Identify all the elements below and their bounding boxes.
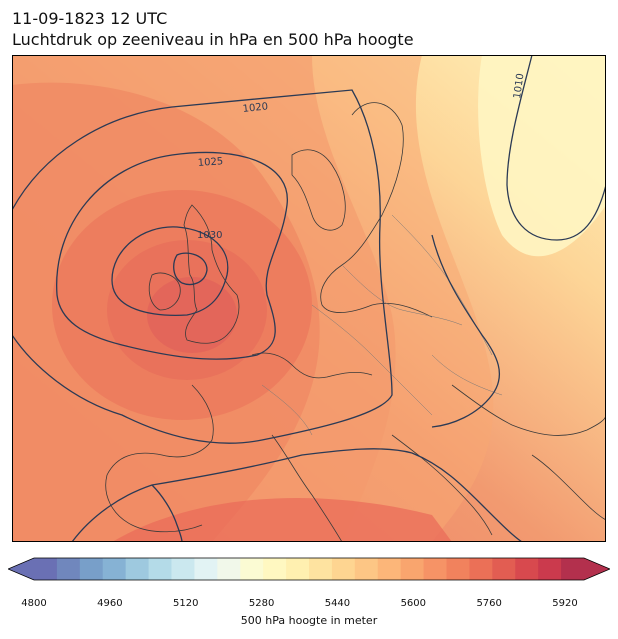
colorbar-cell: [446, 558, 470, 580]
map-datetime: 11-09-1823 12 UTC: [12, 9, 168, 28]
map-title: Luchtdruk op zeeniveau in hPa en 500 hPa…: [12, 30, 414, 49]
isobar-east: [431, 234, 501, 428]
isobar-label: 1020: [242, 101, 268, 115]
colorbar-label: 500 hPa hoogte in meter: [240, 614, 378, 627]
colorbar-cell: [400, 558, 425, 580]
isobar-south: [71, 448, 523, 542]
colorbar-cell: [354, 558, 379, 580]
colorbar-cell: [423, 558, 447, 580]
isobar-label: 1030: [197, 230, 222, 241]
colorbar-cell: [171, 558, 195, 580]
colorbar-cell: [561, 558, 585, 580]
colorbar-cell: [194, 558, 218, 580]
colorbar-cell: [309, 558, 333, 580]
colorbar-cell: [331, 558, 356, 580]
isobar-1025: [56, 151, 288, 360]
colorbar-cell: [538, 558, 562, 580]
colorbar-cell: [79, 558, 104, 580]
height-band: [147, 277, 237, 353]
isobar-label: 1025: [197, 156, 223, 169]
height-band: [112, 497, 452, 542]
colorbar-extend-low: [8, 558, 34, 580]
colorbar-cell: [102, 558, 127, 580]
colorbar-tick-label: 5600: [400, 598, 427, 609]
colorbar-tick-label: 5920: [552, 598, 578, 609]
colorbar-cell: [492, 558, 516, 580]
colorbar-tick-label: 4800: [21, 598, 47, 609]
colorbar-extend-high: [584, 558, 610, 580]
colorbar-tick-label: 5280: [248, 598, 275, 609]
isobar-1010: [506, 55, 606, 241]
coastlines: [105, 102, 606, 542]
colorbar: [8, 557, 610, 581]
colorbar-tick-label: 5440: [324, 598, 351, 609]
colorbar-cell: [286, 558, 310, 580]
isobar-label: 1010: [512, 73, 526, 100]
colorbar-cell: [56, 558, 81, 580]
isobar-1020: [12, 89, 393, 444]
colorbar-cell: [34, 558, 58, 580]
colorbar-cell: [377, 558, 402, 580]
isobar-1030-inner: [173, 252, 208, 286]
colorbar-cell: [148, 558, 172, 580]
colorbar-cell: [125, 558, 150, 580]
colorbar-cell: [217, 558, 241, 580]
colorbar-outline: [8, 557, 610, 581]
colorbar-cell: [469, 558, 493, 580]
isobar-1030: [111, 226, 229, 316]
isobars: [12, 55, 606, 542]
colorbar-cell: [263, 558, 287, 580]
colorbar-cell: [240, 558, 264, 580]
colorbar-tick-label: 4960: [97, 598, 123, 609]
map-frame: [12, 55, 606, 542]
weather-map: 1020 1025 1030 1010: [12, 55, 606, 542]
isobar-iberia: [151, 484, 183, 542]
colorbar-tick-label: 5120: [172, 598, 199, 609]
colorbar-cell: [515, 558, 539, 580]
colorbar-tick-label: 5760: [476, 598, 502, 609]
